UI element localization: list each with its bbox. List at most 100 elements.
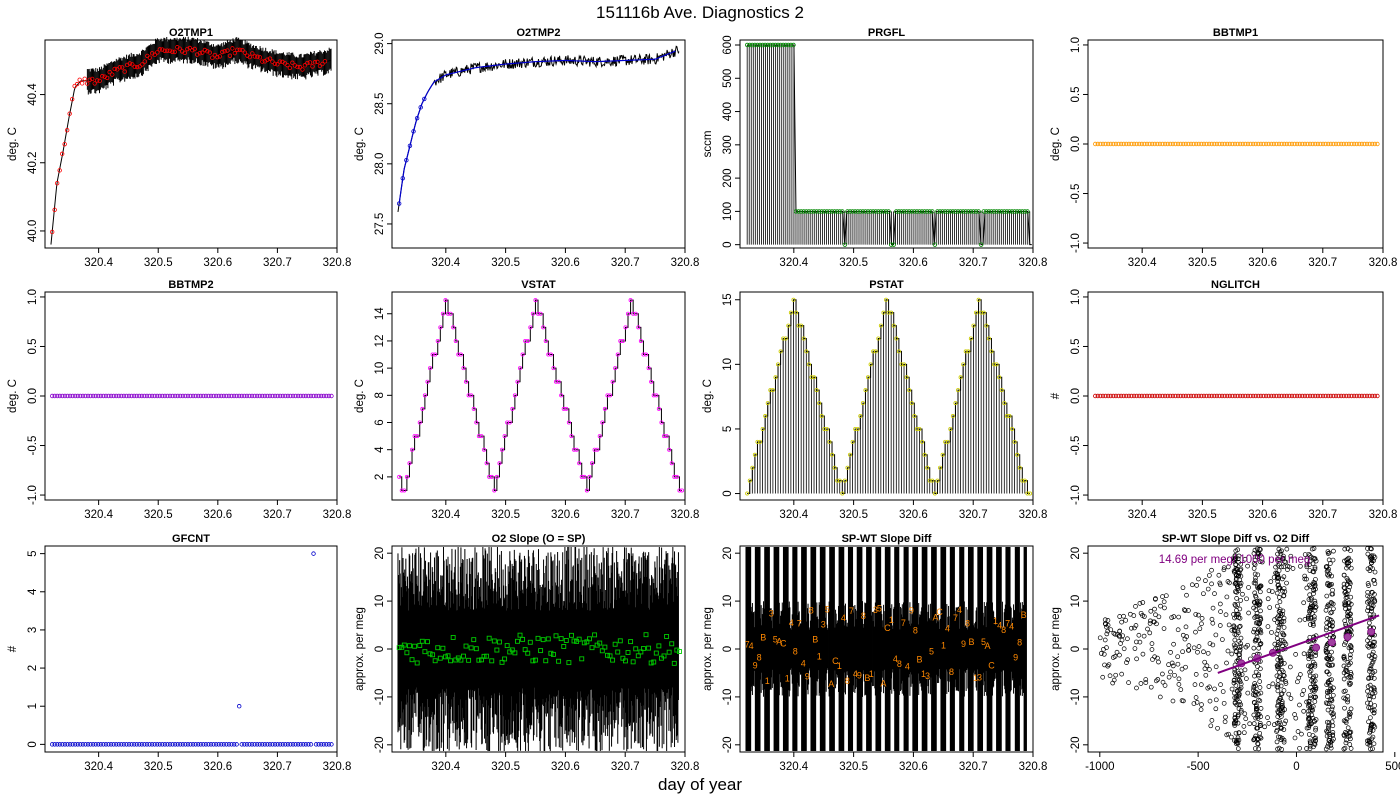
data-point	[445, 653, 451, 659]
data-point	[1306, 712, 1311, 717]
data-point	[835, 478, 840, 483]
data-point	[986, 336, 991, 341]
x-tick-label: 320.8	[323, 257, 352, 269]
data-point	[1186, 141, 1191, 147]
data-point	[1287, 664, 1293, 670]
data-point	[510, 406, 515, 411]
data-point	[1313, 558, 1319, 564]
data-point	[1292, 712, 1297, 717]
data-point	[1252, 700, 1257, 706]
data-point	[1276, 576, 1282, 581]
x-tick-label: 320.6	[551, 509, 580, 521]
data-point	[1002, 209, 1007, 214]
data-point	[1254, 600, 1260, 606]
data-point	[1307, 707, 1313, 713]
data-point	[1307, 738, 1313, 744]
data-point	[758, 439, 763, 444]
data-point	[1328, 141, 1334, 147]
data-point	[137, 742, 142, 747]
data-point	[1238, 598, 1244, 603]
data-point	[1268, 579, 1274, 584]
data-point	[1239, 709, 1244, 715]
data-point	[1328, 393, 1334, 399]
data-point	[1237, 672, 1243, 678]
data-point	[886, 209, 891, 214]
y-tick-label: 0	[722, 490, 734, 496]
data-point	[90, 742, 96, 747]
data-point	[1344, 672, 1349, 678]
data-point	[1002, 401, 1007, 406]
data-point	[1110, 655, 1116, 660]
data-point	[932, 491, 937, 496]
data-point	[1367, 666, 1373, 672]
data-point	[1243, 644, 1249, 650]
data-point	[837, 478, 842, 483]
data-point	[67, 111, 72, 116]
data-point	[1367, 668, 1372, 674]
data-point	[216, 393, 221, 399]
data-point	[93, 742, 98, 747]
data-point	[80, 742, 86, 747]
data-point	[837, 209, 842, 214]
data-label: 5	[773, 634, 778, 644]
data-point	[137, 393, 142, 399]
data-point	[103, 742, 109, 747]
series-line	[747, 299, 1031, 495]
data-point	[1346, 587, 1351, 593]
data-point	[1348, 736, 1353, 742]
data-point	[57, 742, 63, 747]
data-point	[1238, 668, 1244, 674]
data-point	[917, 209, 922, 214]
y-tick-label: 20	[722, 547, 734, 560]
data-point	[135, 64, 140, 70]
data-point	[1157, 694, 1163, 700]
x-tick-label: 320.8	[671, 257, 700, 269]
data-point	[659, 420, 664, 425]
data-point	[819, 209, 824, 214]
data-point	[744, 42, 750, 48]
data-point	[280, 742, 285, 747]
x-tick-label: 320.4	[1128, 509, 1157, 521]
data-point	[206, 742, 211, 747]
data-point	[1236, 687, 1242, 693]
data-point	[1307, 605, 1313, 610]
data-point	[124, 742, 129, 747]
data-point	[1227, 141, 1233, 147]
data-point	[102, 74, 107, 79]
data-point	[461, 653, 466, 659]
data-point	[1346, 600, 1352, 605]
data-point	[654, 393, 659, 398]
data-point	[468, 645, 474, 651]
data-point	[1315, 141, 1321, 147]
data-point	[1310, 675, 1316, 681]
data-point	[1209, 718, 1215, 723]
data-point	[1133, 604, 1138, 609]
data-point	[1238, 580, 1244, 586]
y-tick-label: -10	[1070, 689, 1082, 706]
data-label: 7	[849, 606, 854, 616]
data-point	[290, 742, 296, 747]
data-point	[1368, 701, 1374, 706]
data-point	[855, 209, 860, 214]
data-point	[275, 393, 280, 399]
x-tick-label: 320.8	[1019, 509, 1048, 521]
data-label: 1	[837, 661, 842, 671]
data-point	[806, 209, 812, 214]
data-point	[481, 653, 487, 659]
data-point	[981, 209, 986, 214]
data-point	[778, 349, 783, 354]
data-point	[543, 658, 549, 664]
data-point	[1217, 623, 1223, 628]
data-point	[1108, 393, 1113, 399]
y-tick-label: -20	[722, 737, 734, 754]
data-point	[850, 439, 855, 444]
data-point	[272, 393, 278, 399]
y-tick-label: 4	[374, 446, 386, 453]
data-point	[1243, 393, 1248, 399]
data-point	[814, 209, 819, 214]
data-point	[1199, 141, 1204, 147]
panel-sp-wt-slope-diff: SP-WT Slope Diff7498B135AC1487498B135AC1…	[702, 533, 1047, 773]
data-point	[1274, 393, 1279, 399]
data-point	[458, 352, 463, 357]
